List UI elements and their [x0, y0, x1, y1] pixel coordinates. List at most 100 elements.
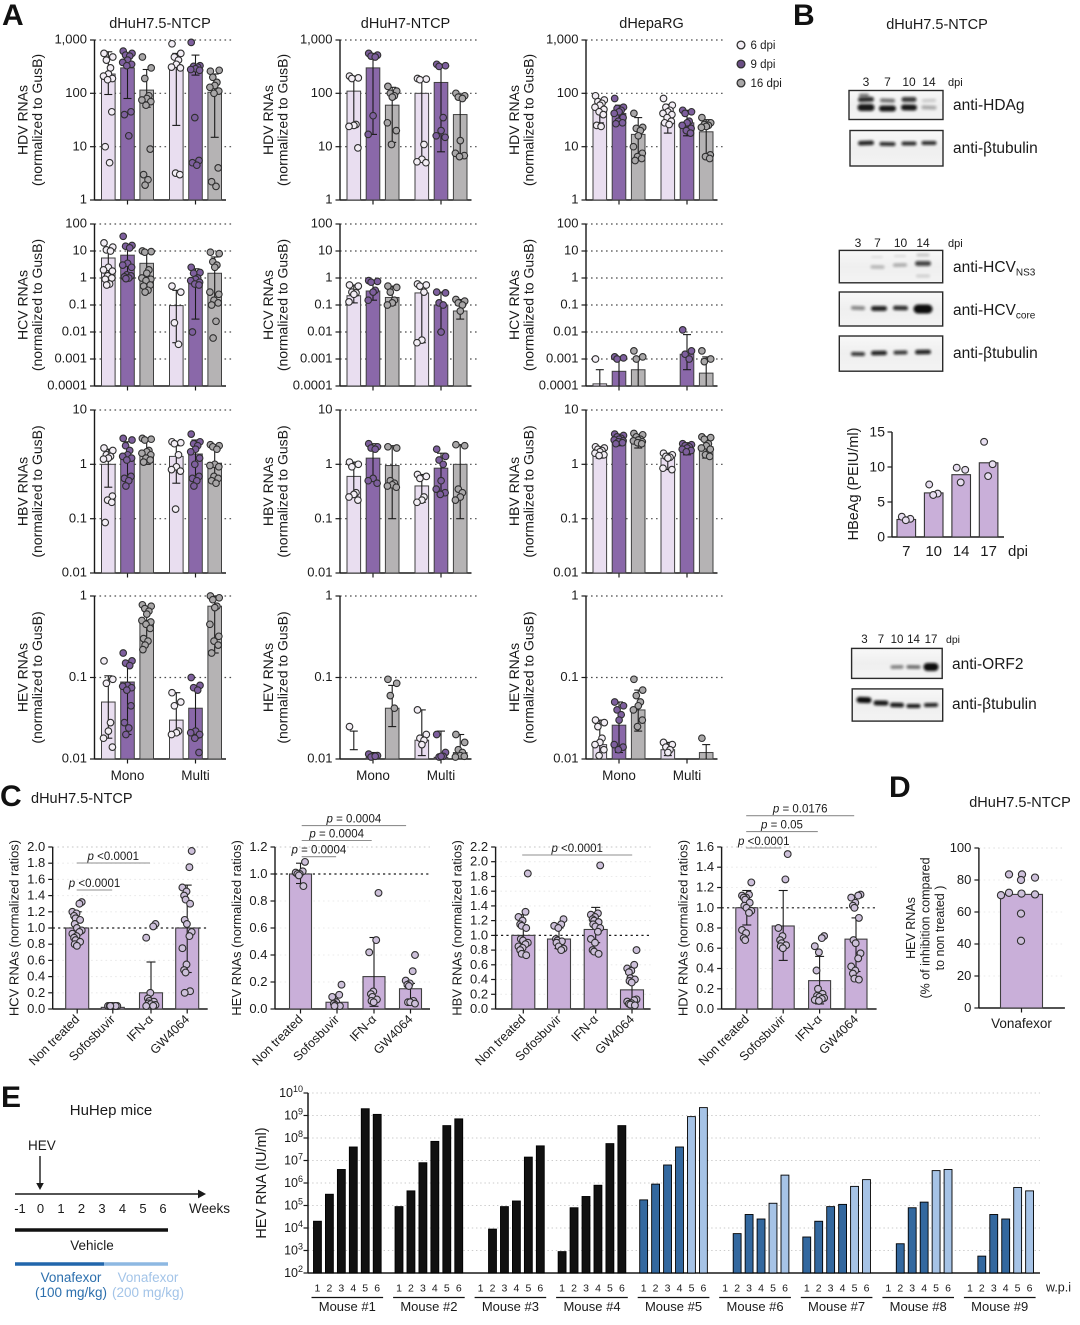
svg-text:Multi: Multi [181, 768, 210, 783]
svg-text:5: 5 [525, 1283, 531, 1295]
svg-text:0.0001: 0.0001 [47, 378, 87, 393]
svg-text:1: 1 [314, 1283, 320, 1295]
svg-text:HCV RNAs (normalized ratios): HCV RNAs (normalized ratios) [7, 840, 22, 1016]
svg-text:1: 1 [885, 1283, 891, 1295]
svg-text:HCV RNAs: HCV RNAs [260, 270, 276, 340]
svg-text:Mono: Mono [602, 768, 636, 783]
svg-text:6: 6 [945, 1283, 951, 1295]
svg-text:6: 6 [456, 1283, 462, 1295]
svg-text:HBV RNAs: HBV RNAs [260, 457, 276, 526]
svg-text:0.1: 0.1 [314, 510, 332, 525]
svg-text:anti-HCVNS3: anti-HCVNS3 [953, 259, 1036, 279]
svg-text:Mouse #3: Mouse #3 [482, 1299, 539, 1314]
svg-text:1.6: 1.6 [470, 883, 488, 898]
svg-text:1,000: 1,000 [546, 32, 579, 47]
svg-text:6: 6 [537, 1283, 543, 1295]
svg-text:0.6: 0.6 [249, 920, 267, 935]
svg-text:1: 1 [571, 456, 578, 471]
svg-text:0.001: 0.001 [300, 351, 333, 366]
svg-text:p = 0.0004: p = 0.0004 [308, 829, 364, 841]
svg-text:5: 5 [1015, 1283, 1021, 1295]
svg-text:10: 10 [894, 236, 908, 250]
svg-text:60: 60 [957, 904, 971, 919]
svg-text:4: 4 [921, 1283, 927, 1295]
svg-text:0.8: 0.8 [696, 920, 714, 935]
svg-text:10: 10 [564, 138, 578, 153]
svg-text:0.8: 0.8 [249, 893, 267, 908]
svg-text:0.4: 0.4 [470, 972, 488, 987]
svg-text:Multi: Multi [427, 768, 456, 783]
svg-text:1: 1 [641, 1283, 647, 1295]
svg-text:0.01: 0.01 [553, 324, 578, 339]
svg-text:4: 4 [513, 1283, 519, 1295]
svg-text:B: B [793, 0, 815, 32]
svg-text:100: 100 [311, 216, 333, 231]
svg-text:5: 5 [362, 1283, 368, 1295]
svg-text:HEV RNAs: HEV RNAs [260, 643, 276, 712]
svg-text:0.1: 0.1 [560, 510, 578, 525]
svg-text:100: 100 [557, 216, 579, 231]
svg-text:1.0: 1.0 [27, 920, 45, 935]
svg-text:1.4: 1.4 [470, 898, 488, 913]
svg-text:100: 100 [311, 85, 333, 100]
svg-text:100: 100 [557, 85, 579, 100]
svg-text:HBeAg (PEIU/ml): HBeAg (PEIU/ml) [846, 428, 862, 541]
svg-text:2: 2 [897, 1283, 903, 1295]
svg-text:A: A [2, 0, 24, 32]
svg-text:1: 1 [57, 1201, 64, 1216]
svg-text:2.2: 2.2 [470, 839, 488, 854]
svg-text:6: 6 [700, 1283, 706, 1295]
svg-text:0.1: 0.1 [314, 297, 332, 312]
svg-text:HDV RNAs: HDV RNAs [260, 85, 276, 155]
svg-text:1: 1 [722, 1283, 728, 1295]
svg-text:0.8: 0.8 [27, 936, 45, 951]
svg-text:10: 10 [564, 243, 578, 258]
svg-text:1.8: 1.8 [470, 869, 488, 884]
svg-text:10: 10 [318, 243, 332, 258]
svg-text:dpi: dpi [946, 634, 960, 646]
svg-text:1.0: 1.0 [249, 866, 267, 881]
svg-text:HBV RNAs: HBV RNAs [506, 457, 522, 526]
svg-text:4: 4 [432, 1283, 438, 1295]
svg-text:Vonafexor: Vonafexor [118, 1270, 179, 1285]
svg-text:1.6: 1.6 [696, 839, 714, 854]
svg-text:Vonafexor: Vonafexor [41, 1270, 102, 1285]
svg-text:6: 6 [864, 1283, 870, 1295]
svg-text:6: 6 [782, 1283, 788, 1295]
svg-text:p = 0.0176: p = 0.0176 [772, 804, 828, 816]
svg-text:p = 0.0004: p = 0.0004 [326, 814, 382, 826]
svg-text:HEV RNAs: HEV RNAs [506, 643, 522, 712]
svg-text:2: 2 [979, 1283, 985, 1295]
svg-text:0.6: 0.6 [27, 952, 45, 967]
svg-text:6 dpi: 6 dpi [751, 40, 776, 52]
svg-text:0: 0 [37, 1201, 44, 1216]
svg-text:0.1: 0.1 [560, 669, 578, 684]
svg-text:17: 17 [925, 634, 938, 646]
svg-text:0.001: 0.001 [54, 351, 87, 366]
svg-text:dpi: dpi [948, 77, 963, 89]
svg-text:HEV RNAs: HEV RNAs [904, 897, 918, 959]
svg-text:0.01: 0.01 [307, 565, 332, 580]
svg-text:dHuH7.5-NTCP: dHuH7.5-NTCP [31, 791, 133, 807]
svg-text:80: 80 [957, 872, 971, 887]
svg-text:(normalized to GusB): (normalized to GusB) [275, 54, 291, 186]
svg-text:1,000: 1,000 [54, 32, 87, 47]
svg-text:4: 4 [119, 1201, 126, 1216]
svg-text:14: 14 [922, 75, 936, 89]
svg-text:0.0: 0.0 [249, 1001, 267, 1016]
svg-text:(normalized to GusB): (normalized to GusB) [521, 54, 537, 186]
svg-text:0.1: 0.1 [69, 297, 87, 312]
svg-text:16 dpi: 16 dpi [751, 78, 782, 90]
svg-text:anti-βtubulin: anti-βtubulin [953, 140, 1038, 157]
svg-text:0.01: 0.01 [307, 751, 332, 766]
svg-text:4: 4 [1003, 1283, 1009, 1295]
svg-text:2: 2 [571, 1283, 577, 1295]
svg-text:1: 1 [559, 1283, 565, 1295]
svg-text:HEV RNAs: HEV RNAs [15, 643, 31, 712]
svg-text:Vehicle: Vehicle [70, 1238, 114, 1253]
svg-text:5: 5 [852, 1283, 858, 1295]
svg-text:5: 5 [933, 1283, 939, 1295]
svg-text:10: 10 [73, 402, 87, 417]
svg-text:2: 2 [78, 1201, 85, 1216]
svg-text:Weeks: Weeks [189, 1201, 230, 1216]
